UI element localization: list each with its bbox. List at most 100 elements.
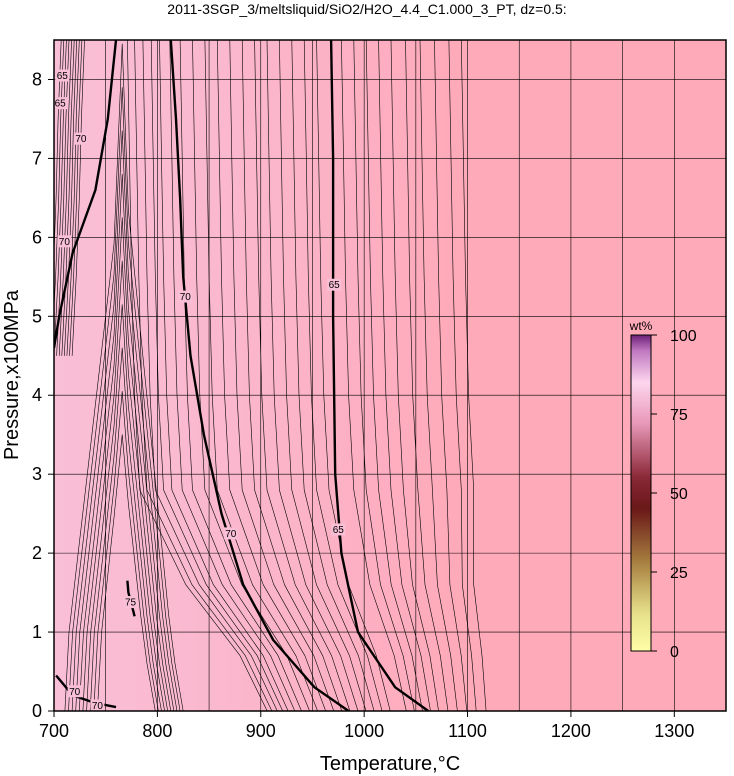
contour-label-bg [55,69,70,82]
contour-line [179,40,302,711]
colorbar-tick-label: 50 [670,486,688,503]
contour-label: 70 [59,237,71,248]
x-tick-label: 900 [246,721,276,741]
y-tick-label: 5 [32,306,42,326]
contour-label: 65 [55,99,67,110]
colorbar-gradient [630,334,652,652]
contour-line [54,40,67,356]
contour-label: 65 [333,525,345,536]
contour-label-bg [67,685,82,698]
contour-label-bg [90,699,105,711]
gridlines [54,40,726,711]
contour-label: 70 [75,134,87,145]
contour-label-bg [327,278,342,291]
contour-line [134,40,273,711]
contour-line [159,40,289,711]
contour-line [461,40,487,711]
contour-line [142,40,278,711]
colorbar-tick-label: 25 [670,565,688,582]
contour-line [303,40,383,711]
contour-line [217,40,326,711]
contour-line [54,40,62,259]
contour-line [56,40,70,356]
contour-line [434,40,468,711]
colorbar: wt% 0 25 50 75 100 [629,319,697,661]
contour-label-bg [331,523,346,536]
contour-line [390,40,439,711]
contour-line [419,40,458,711]
contour-line [254,40,351,711]
contour-line [378,40,431,711]
x-axis-label: Temperature,°C [320,753,460,775]
contour-line-major [169,40,350,711]
contour-line [64,40,77,356]
x-tick-label: 1000 [344,721,384,741]
contour-label-bg [54,97,68,110]
y-tick-label: 6 [32,227,42,247]
contour-line-major [329,40,429,711]
contour-line [291,40,375,711]
y-tick-label: 3 [32,464,42,484]
colorbar-ticks: 0 25 50 75 100 [651,328,697,661]
contour-line [266,40,359,711]
y-tick-label: 4 [32,385,42,405]
contour-label: 75 [125,598,137,609]
contour-line-major [54,40,118,349]
contour-line [75,173,175,711]
contour-line [279,40,367,711]
contour-label-bg [223,527,238,540]
chart-title: 2011-3SGP_3/meltsliquid/SiO2/H2O_4.4_C1.… [167,1,567,17]
contour-label: 65 [329,280,341,291]
contour-label-bg [178,290,193,303]
plot-frame [53,39,727,712]
contour-label: 70 [92,701,104,712]
contour-line [68,87,181,711]
y-tick-label: 2 [32,543,42,563]
plot-area [54,40,726,711]
contour-line [341,40,407,711]
contour-label: 70 [225,529,237,540]
contour-line [127,40,268,711]
contour-line [353,40,415,711]
contour-label-bg [123,596,138,609]
contour-line [66,40,80,356]
contour-label: 70 [180,292,192,303]
contour-line [192,40,310,711]
y-tick-label: 0 [32,701,42,721]
y-tick-label: 1 [32,622,42,642]
contour-label: 70 [69,687,81,698]
contour-label-bg [57,235,72,248]
contour-line [97,434,156,711]
contour-label-bg [73,132,88,145]
contour-line [86,304,165,711]
contour-line [64,43,184,711]
contour-line [169,40,296,711]
colorbar-tick-label: 0 [670,644,679,661]
x-tick-label: 1200 [551,721,591,741]
colorbar-unit: wt% [629,319,653,333]
contour-line [82,260,168,711]
y-tick-label: 8 [32,69,42,89]
contour-labels: 70 65 65 70 70 70 65 65 70 70 75 [54,69,346,712]
x-tick-label: 1300 [654,721,694,741]
contour-line-major [55,674,117,709]
colorbar-tick-label: 75 [670,407,688,424]
thin-contours [54,40,487,711]
contour-line [316,40,391,711]
contour-line [241,40,343,711]
contour-line [61,40,75,356]
colorbar-tick-label: 100 [670,328,697,345]
contour-line [229,40,335,711]
contour-line [79,217,172,711]
major-contours [54,40,429,711]
contour-line [448,40,477,711]
contour-line [71,130,178,711]
x-tick-label: 800 [142,721,172,741]
contour-line [89,347,162,711]
contour-line [69,40,83,356]
y-axis-label: Pressure,x100MPa [1,289,23,460]
x-tick-label: 700 [39,721,69,741]
contour-line [93,391,159,711]
contour-line [150,40,283,711]
